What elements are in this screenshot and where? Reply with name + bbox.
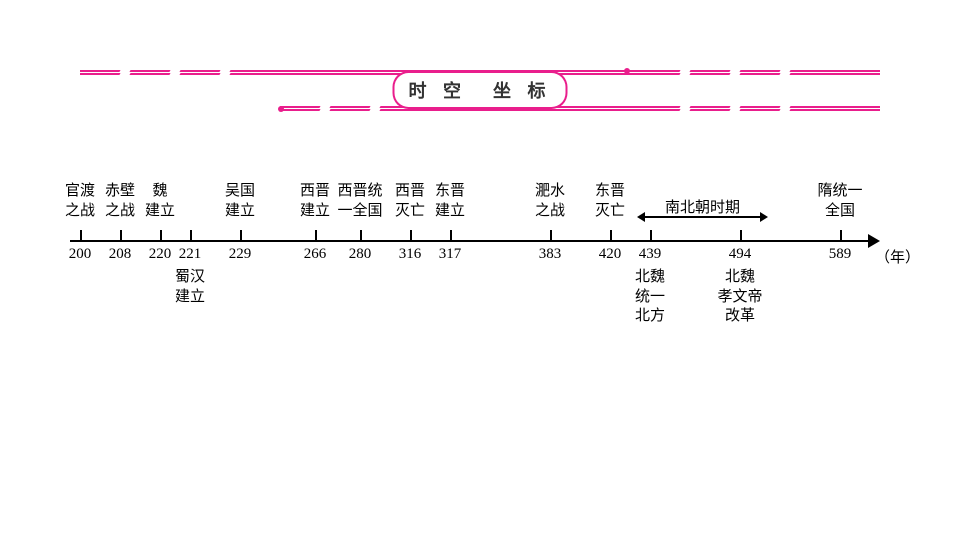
year-label: 316	[399, 246, 422, 263]
tick	[360, 230, 362, 240]
event-label-top: 淝水之战	[535, 182, 565, 221]
year-label: 439	[639, 246, 662, 263]
tick	[650, 230, 652, 240]
event-label-top: 魏建立	[145, 182, 175, 221]
event-label-top: 西晋统一全国	[337, 182, 382, 221]
event-label-bottom: 北魏统一北方	[635, 268, 665, 327]
event-label-top: 吴国建立	[225, 182, 255, 221]
event-label-top: 东晋灭亡	[595, 182, 625, 221]
banner: 时 空 坐 标	[80, 70, 880, 110]
title-right: 坐 标	[479, 71, 568, 109]
tick	[120, 230, 122, 240]
period-label: 南北朝时期	[665, 196, 740, 217]
year-label: 208	[109, 246, 132, 263]
tick	[740, 230, 742, 240]
tick	[240, 230, 242, 240]
event-label-top: 赤壁之战	[105, 182, 135, 221]
tick	[80, 230, 82, 240]
year-label: 266	[304, 246, 327, 263]
event-label-top: 东晋建立	[435, 182, 465, 221]
tick	[410, 230, 412, 240]
event-label-top: 西晋建立	[300, 182, 330, 221]
year-label: 220	[149, 246, 172, 263]
year-label: 280	[349, 246, 372, 263]
year-label: 229	[229, 246, 252, 263]
event-label-top: 官渡之战	[65, 182, 95, 221]
tick	[610, 230, 612, 240]
title-left: 时 空	[393, 71, 482, 109]
year-label: 494	[729, 246, 752, 263]
event-label-bottom: 北魏孝文帝改革	[717, 268, 762, 327]
year-label: 589	[829, 246, 852, 263]
tick	[160, 230, 162, 240]
year-label: 221	[179, 246, 202, 263]
banner-dot	[624, 68, 630, 74]
tick	[450, 230, 452, 240]
timeline-axis	[70, 240, 870, 242]
axis-unit-label: （年）	[875, 246, 920, 267]
banner-dot	[278, 106, 284, 112]
year-label: 420	[599, 246, 622, 263]
year-label: 383	[539, 246, 562, 263]
event-label-bottom: 蜀汉建立	[175, 268, 205, 307]
tick	[190, 230, 192, 240]
tick	[550, 230, 552, 240]
event-label-top: 隋统一全国	[817, 182, 862, 221]
tick	[840, 230, 842, 240]
event-label-top: 西晋灭亡	[395, 182, 425, 221]
banner-title: 时 空 坐 标	[393, 71, 568, 109]
timeline: （年） 200官渡之战208赤壁之战220魏建立221蜀汉建立229吴国建立26…	[70, 160, 890, 360]
year-label: 317	[439, 246, 462, 263]
tick	[315, 230, 317, 240]
year-label: 200	[69, 246, 92, 263]
